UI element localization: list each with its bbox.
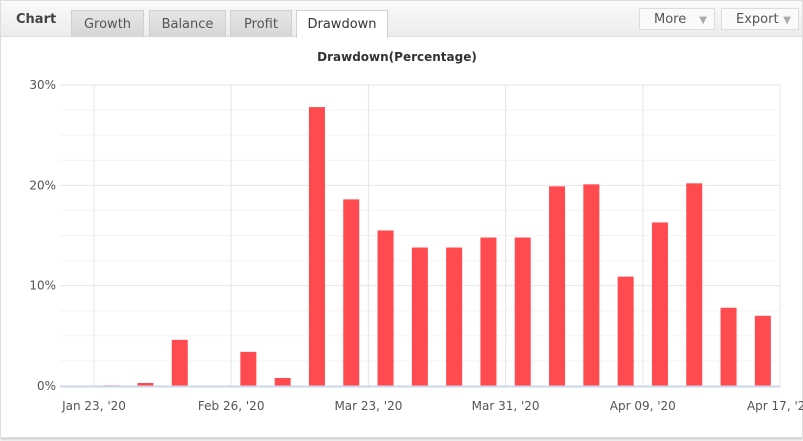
- bar: [171, 339, 188, 386]
- bar: [514, 237, 531, 386]
- bar: [651, 222, 668, 386]
- x-tick-label: Apr 17, '20: [747, 399, 803, 413]
- bar: [686, 183, 703, 386]
- bar: [411, 247, 428, 386]
- x-tick-label: Feb 26, '20: [198, 399, 265, 413]
- export-button[interactable]: Export ▼: [721, 8, 799, 30]
- x-tick-label: Apr 09, '20: [610, 399, 676, 413]
- y-tick-label: 0%: [37, 379, 56, 393]
- y-tick-label: 10%: [29, 279, 56, 293]
- y-tick-label: 30%: [29, 78, 56, 92]
- chevron-down-icon: ▼: [783, 15, 791, 26]
- bar: [343, 199, 360, 386]
- chevron-down-icon: ▼: [699, 15, 707, 26]
- tab-profit[interactable]: Profit: [230, 10, 292, 37]
- bar: [446, 247, 463, 386]
- bar: [377, 230, 394, 386]
- bar: [240, 351, 257, 386]
- y-tick-label: 20%: [29, 178, 56, 192]
- bar: [617, 276, 634, 386]
- bar: [308, 107, 325, 386]
- more-button[interactable]: More ▼: [639, 8, 715, 30]
- toolbar: Chart Growth Balance Profit Drawdown Mor…: [1, 1, 802, 38]
- bar: [274, 377, 291, 386]
- tab-growth[interactable]: Growth: [71, 10, 144, 37]
- tab-balance[interactable]: Balance: [149, 10, 226, 37]
- chart-title: Drawdown(Percentage): [317, 50, 477, 64]
- bar: [754, 315, 771, 386]
- bar: [583, 184, 600, 386]
- export-label: Export: [736, 12, 779, 27]
- bar: [720, 307, 737, 386]
- bar: [549, 186, 566, 386]
- bar: [480, 237, 497, 386]
- x-tick-label: Mar 31, '20: [472, 399, 540, 413]
- more-label: More: [654, 12, 687, 27]
- bar: [137, 382, 154, 386]
- x-tick-label: Jan 23, '20: [61, 399, 126, 413]
- chart-heading: Chart: [16, 12, 57, 27]
- bar: [103, 384, 120, 386]
- x-tick-label: Mar 23, '20: [334, 399, 402, 413]
- tab-drawdown[interactable]: Drawdown: [296, 10, 388, 38]
